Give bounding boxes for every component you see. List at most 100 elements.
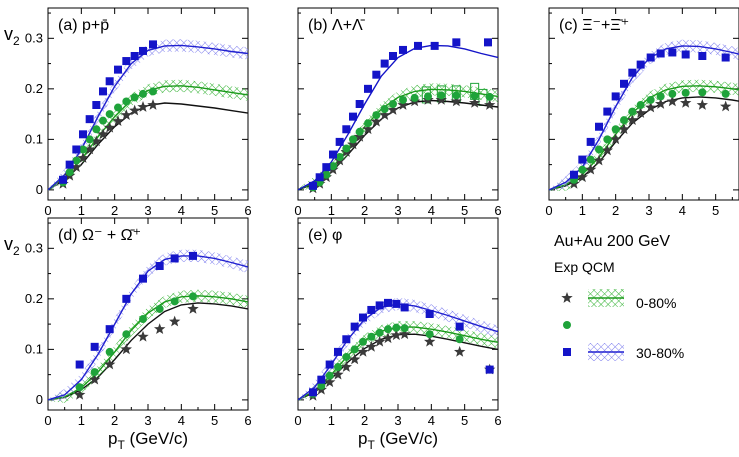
data-point-square bbox=[603, 107, 612, 116]
data-point-square bbox=[611, 92, 620, 101]
data-point-square bbox=[364, 84, 372, 93]
x-tick-label: 6 bbox=[494, 413, 501, 428]
panel-title: (c) Ξ⁻+Ξ̄⁺ bbox=[559, 17, 629, 34]
data-point-star bbox=[354, 130, 366, 142]
data-point-star bbox=[397, 99, 409, 110]
data-point-square bbox=[92, 101, 101, 110]
data-point-circle bbox=[399, 95, 407, 104]
data-point-square bbox=[75, 360, 84, 369]
data-point-square bbox=[452, 38, 461, 47]
data-point-circle bbox=[384, 325, 392, 334]
data-point-circle bbox=[400, 324, 409, 333]
x-tick-label: 1 bbox=[328, 203, 335, 218]
x-tick-label: 4 bbox=[178, 203, 185, 218]
data-point-circle bbox=[628, 107, 637, 116]
x-tick-label: 1 bbox=[579, 203, 586, 218]
x-axis-title-right: pT (GeV/c) bbox=[358, 429, 438, 452]
legend: Au+Au 200 GeV Exp QCM 0-80% 30-80% bbox=[554, 233, 684, 361]
data-point-circle bbox=[122, 97, 131, 106]
data-point-star bbox=[90, 135, 102, 147]
data-point-square bbox=[389, 52, 397, 60]
data-point-square bbox=[114, 65, 122, 74]
legend-circle-marker bbox=[563, 321, 571, 329]
data-point-circle bbox=[424, 92, 432, 101]
data-point-star bbox=[77, 152, 89, 163]
data-point-star bbox=[450, 95, 462, 107]
data-point-star bbox=[645, 101, 657, 113]
data-point-star bbox=[137, 330, 149, 342]
data-point-circle bbox=[342, 144, 351, 153]
y-axis-title-bottom: v2 bbox=[4, 234, 20, 258]
data-point-star bbox=[89, 373, 101, 385]
data-point-star bbox=[424, 335, 436, 347]
data-point-square bbox=[349, 112, 357, 121]
data-point-star bbox=[379, 109, 391, 120]
data-point-circle bbox=[355, 127, 364, 136]
panel-a-proton: 0 1 2 3 4 5 6 0 0.1 0.2 0.3 (a) p+p̄ bbox=[25, 7, 252, 218]
data-point-circle bbox=[149, 87, 157, 96]
legend-system-label: Au+Au 200 GeV bbox=[554, 233, 670, 250]
x-tick-label: 0 bbox=[44, 203, 51, 218]
data-point-square bbox=[698, 52, 707, 60]
data-point-star bbox=[696, 99, 708, 110]
x-tick-label: 6 bbox=[244, 413, 251, 428]
x-tick-label: 5 bbox=[211, 203, 218, 218]
qcm-band bbox=[549, 39, 739, 191]
data-point-star bbox=[666, 95, 678, 107]
data-point-circle bbox=[470, 91, 479, 100]
data-point-star bbox=[137, 101, 149, 112]
data-point-square bbox=[399, 45, 407, 54]
data-point-square bbox=[72, 145, 81, 154]
data-point-circle bbox=[122, 330, 131, 339]
data-point-star bbox=[104, 358, 116, 370]
legend-star-marker bbox=[561, 292, 573, 303]
data-point-square bbox=[350, 322, 359, 331]
legend-label-30-80: 30-80% bbox=[636, 345, 684, 361]
data-point-star bbox=[484, 99, 496, 110]
x-tick-label: 3 bbox=[645, 203, 652, 218]
x-tick-label: 2 bbox=[361, 203, 368, 218]
legend-label-0-80: 0-80% bbox=[636, 295, 676, 311]
data-point-star bbox=[147, 99, 159, 110]
data-point-square bbox=[325, 360, 334, 369]
data-point-square bbox=[342, 125, 351, 134]
data-point-circle bbox=[334, 363, 342, 372]
data-point-circle bbox=[114, 103, 122, 112]
data-point-square bbox=[570, 170, 578, 179]
data-point-circle bbox=[130, 93, 139, 102]
data-point-star bbox=[593, 154, 605, 166]
y-tick-label: 0.3 bbox=[25, 240, 43, 255]
data-point-circle bbox=[389, 100, 397, 108]
x-tick-label: 6 bbox=[244, 203, 251, 218]
x-tick-label: 3 bbox=[394, 203, 401, 218]
data-point-square bbox=[668, 48, 677, 57]
data-point-star bbox=[390, 329, 402, 341]
data-point-circle bbox=[189, 292, 197, 301]
y-tick-label: 0 bbox=[36, 182, 43, 197]
data-point-circle bbox=[636, 101, 645, 110]
data-point-circle bbox=[105, 110, 114, 119]
data-point-square bbox=[375, 301, 384, 310]
panel-frame bbox=[47, 7, 249, 201]
data-point-circle bbox=[359, 337, 367, 346]
data-point-star bbox=[626, 114, 638, 125]
panel-frame bbox=[548, 7, 739, 201]
x-tick-label: 0 bbox=[294, 413, 301, 428]
x-tick-label: 4 bbox=[679, 203, 686, 218]
qcm-line bbox=[298, 44, 498, 191]
legend-rows bbox=[561, 289, 624, 361]
data-point-square bbox=[122, 294, 131, 303]
data-point-square bbox=[170, 254, 179, 263]
data-point-star bbox=[680, 97, 692, 108]
x-tick-label: 3 bbox=[394, 413, 401, 428]
data-point-star bbox=[399, 328, 411, 340]
data-point-circle bbox=[698, 88, 707, 97]
x-tick-label: 6 bbox=[494, 203, 501, 218]
data-point-circle bbox=[410, 93, 419, 102]
data-point-square bbox=[65, 160, 74, 169]
data-point-square bbox=[400, 303, 409, 312]
data-point-circle bbox=[72, 156, 81, 165]
data-point-square bbox=[414, 41, 422, 50]
qcm-band bbox=[48, 79, 248, 191]
